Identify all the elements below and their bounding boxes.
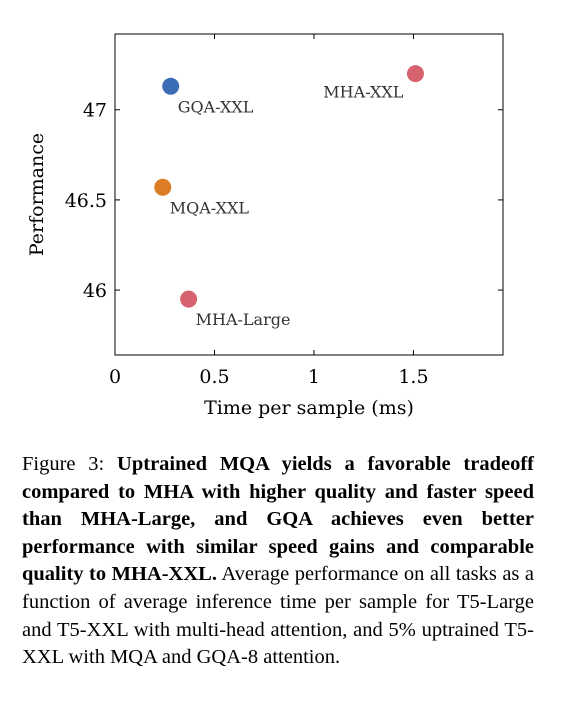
data-point-label: GQA-XXL xyxy=(178,97,254,116)
y-tick-label: 46 xyxy=(83,280,107,302)
data-point xyxy=(154,178,172,196)
caption-prefix: Figure 3: xyxy=(22,453,118,475)
axis-ticks xyxy=(114,34,503,355)
data-point-label: MHA-XXL xyxy=(323,83,404,102)
y-tick-label: 46.5 xyxy=(65,190,107,212)
data-point-label: MHA-Large xyxy=(196,310,291,329)
data-point xyxy=(406,65,424,83)
y-axis-label: Performance xyxy=(26,133,48,256)
data-point xyxy=(180,290,198,308)
x-tick-label: 0 xyxy=(109,366,121,388)
caption-body-text: Average performance on all tasks as a fu… xyxy=(22,563,535,669)
figure-caption: Figure 3: Uptrained MQA yields a favorab… xyxy=(22,451,534,672)
data-point xyxy=(162,77,180,95)
data-point-labels: GQA-XXL MHA-XXL MQA-XXL MHA-Large xyxy=(170,83,404,329)
scatter-chart: 0 0.5 1 1.5 46 46.5 47 GQA-XXL MHA-XXL MQA-XXL MH… xyxy=(26,33,504,419)
data-point-label: MQA-XXL xyxy=(170,198,250,217)
y-tick-label: 47 xyxy=(83,100,107,122)
plot-area-frame xyxy=(114,33,504,356)
x-tick-label: 1.5 xyxy=(398,366,428,388)
caption-bold-text: Uptrained MQA yields a favorable tradeof… xyxy=(22,453,535,586)
axis-tick-labels: 0 0.5 1 1.5 46 46.5 47 xyxy=(65,100,429,388)
data-points xyxy=(154,65,424,308)
x-tick-label: 1 xyxy=(308,366,320,388)
x-tick-label: 0.5 xyxy=(199,366,229,388)
x-axis-label: Time per sample (ms) xyxy=(204,397,414,419)
